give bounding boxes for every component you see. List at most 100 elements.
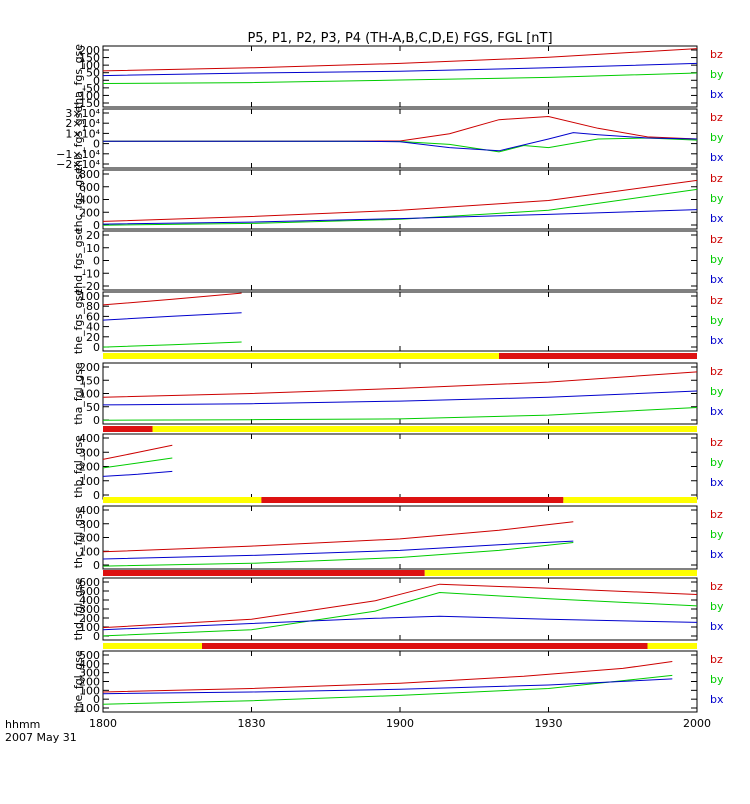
legend-entry-by: by [710, 192, 724, 205]
y-axis-label: thc_fgl_gse [72, 506, 85, 568]
y-tick-label: 500 [79, 649, 100, 662]
legend-entry-by: by [710, 600, 724, 613]
series-line-bx [102, 390, 698, 406]
y-tick-label: 50 [86, 401, 100, 414]
series-line-by [102, 542, 574, 567]
mode-bar-segment [103, 497, 262, 503]
series-line-by [102, 188, 698, 226]
y-tick-label: 0 [93, 559, 100, 572]
legend-entry-by: by [710, 528, 724, 541]
legend-entry-by: by [710, 456, 724, 469]
x-tick-label: 1930 [535, 717, 563, 730]
series-line-bz [102, 583, 698, 629]
y-tick-label: 200 [79, 612, 100, 625]
series-line-bz [102, 661, 673, 693]
y-tick-label: 200 [79, 676, 100, 689]
y-axis-label: tha_fgs_gse [72, 44, 85, 109]
y-tick-label: 300 [79, 518, 100, 531]
legend-entry-bz: bz [710, 172, 723, 185]
legend-entry-by: by [710, 131, 724, 144]
y-tick-label: -10 [82, 267, 100, 280]
x-tick-label: 1900 [386, 717, 414, 730]
y-axis-label: tha_fgl_gse [72, 362, 85, 425]
series-line-bx [102, 62, 698, 77]
series-line-bz [102, 292, 242, 306]
y-tick-label: 600 [79, 576, 100, 589]
series-line-bx [102, 678, 673, 695]
series-line-bz [102, 48, 698, 72]
series-line-bz [102, 444, 173, 460]
y-tick-label: -100 [75, 702, 100, 715]
y-tick-label: -50 [82, 82, 100, 95]
y-tick-label: 3×10⁴ [65, 107, 100, 120]
legend-entry-by: by [710, 314, 724, 327]
y-tick-label: 0 [93, 630, 100, 643]
legend-entry-bz: bz [710, 111, 723, 124]
series-line-bx [102, 540, 574, 560]
panel-frame [102, 362, 698, 425]
y-tick-label: 300 [79, 667, 100, 680]
y-tick-label: 1×10⁴ [65, 127, 100, 140]
legend-entry-bx: bx [710, 405, 724, 418]
y-tick-label: 0 [93, 219, 100, 232]
y-axis-label: thc_fgs_gse [72, 167, 85, 232]
series-line-bx [102, 209, 698, 225]
legend-entry-bz: bz [710, 653, 723, 666]
y-tick-label: 150 [79, 52, 100, 65]
legend-entry-by: by [710, 253, 724, 266]
y-tick-label: 100 [79, 621, 100, 634]
legend-entry-bz: bz [710, 48, 723, 61]
y-tick-label: 20 [86, 229, 100, 242]
y-tick-label: 150 [79, 374, 100, 387]
y-tick-label: 200 [79, 361, 100, 374]
y-tick-label: 800 [79, 168, 100, 181]
x-tick-label: 1830 [238, 717, 266, 730]
mode-bar-segment [647, 643, 697, 649]
legend-entry-bz: bz [710, 365, 723, 378]
y-tick-label: 100 [79, 545, 100, 558]
legend-entry-bx: bx [710, 88, 724, 101]
y-tick-label: 100 [79, 59, 100, 72]
y-axis-label: the_fgl_gse [72, 650, 85, 713]
mode-bar-segment [424, 570, 697, 576]
mode-bar-segment [563, 497, 697, 503]
y-tick-label: 100 [79, 684, 100, 697]
mode-bar-segment [103, 643, 202, 649]
y-axis-label: thd_fgl_gse [72, 577, 85, 640]
legend-entry-bz: bz [710, 436, 723, 449]
y-tick-label: 300 [79, 603, 100, 616]
y-tick-label: 400 [79, 594, 100, 607]
y-tick-label: -150 [75, 97, 100, 110]
legend-entry-bz: bz [710, 580, 723, 593]
y-tick-label: 200 [79, 206, 100, 219]
panel-frame [102, 230, 698, 291]
y-tick-label: 0 [93, 74, 100, 87]
y-tick-label: 200 [79, 532, 100, 545]
panel-frame [102, 577, 698, 641]
mode-bar-segment [103, 570, 425, 576]
series-line-by [102, 457, 173, 469]
y-axis-label: thb_fgl_gse [72, 435, 85, 498]
x-tick-label: 2000 [683, 717, 711, 730]
time-axis-unit-label: hhmm [5, 718, 40, 731]
y-tick-label: 10 [86, 242, 100, 255]
y-axis-label: thd_fgs_gse [72, 228, 85, 294]
legend-entry-bz: bz [710, 233, 723, 246]
series-line-bx [102, 615, 698, 631]
legend-entry-bx: bx [710, 273, 724, 286]
y-tick-label: 0 [93, 341, 100, 354]
mode-bar-segment [103, 353, 499, 359]
mode-bar-segment [499, 353, 697, 359]
y-tick-label: 200 [79, 44, 100, 57]
y-tick-label: 0 [93, 489, 100, 502]
